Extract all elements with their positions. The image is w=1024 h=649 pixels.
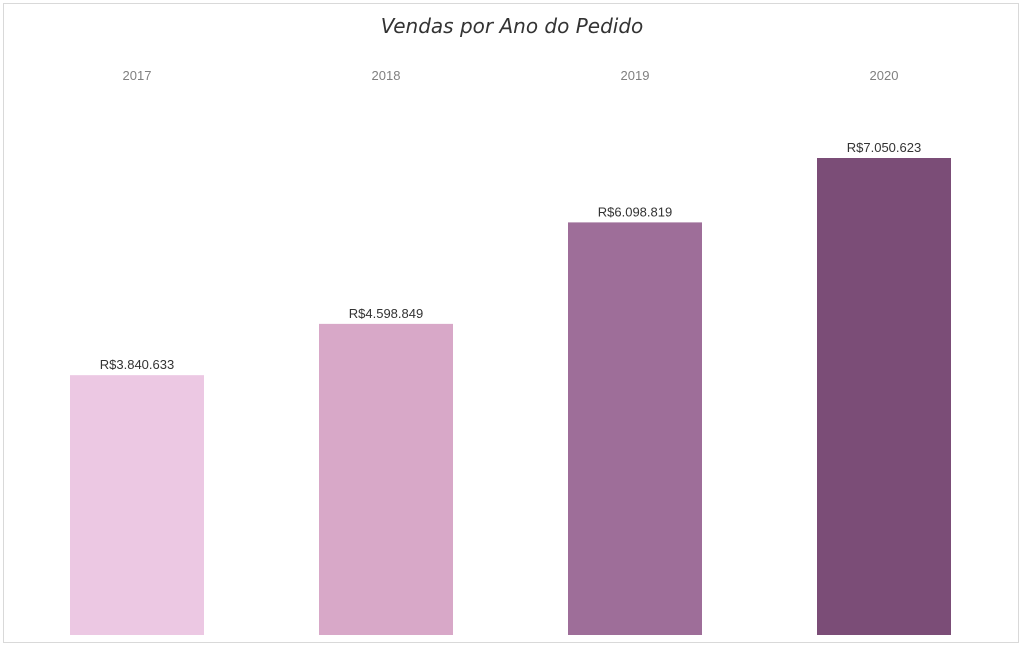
bar-2019[interactable]	[568, 222, 702, 636]
value-label-2019: R$6.098.819	[598, 204, 672, 219]
bar-2017[interactable]	[70, 375, 204, 635]
bar-2020[interactable]	[817, 158, 951, 635]
value-label-2020: R$7.050.623	[847, 140, 921, 155]
value-label-2018: R$4.598.849	[349, 306, 423, 321]
category-label-2020: 2020	[870, 68, 899, 83]
category-label-2018: 2018	[372, 68, 401, 83]
value-label-2017: R$3.840.633	[100, 357, 174, 372]
chart-title: Vendas por Ano do Pedido	[380, 14, 644, 38]
category-label-2019: 2019	[621, 68, 650, 83]
bar-2018[interactable]	[319, 323, 453, 635]
category-label-2017: 2017	[123, 68, 152, 83]
